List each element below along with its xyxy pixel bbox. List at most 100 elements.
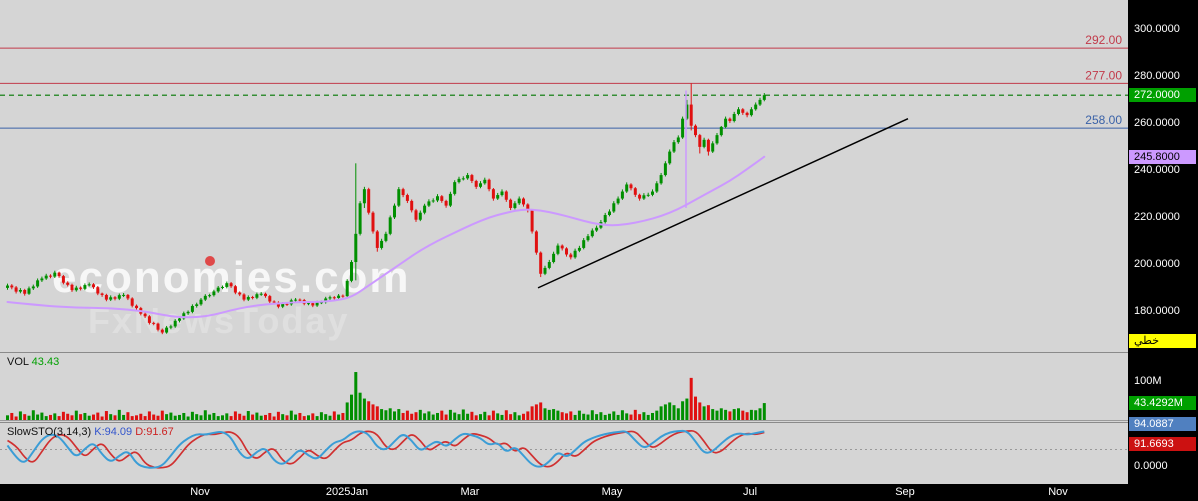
drawn-objects xyxy=(537,90,909,289)
volume-bar xyxy=(719,408,723,420)
stochastic-series xyxy=(0,429,1128,469)
candle-body xyxy=(655,183,659,192)
candle-body xyxy=(483,179,487,184)
volume-bar xyxy=(466,413,470,420)
volume-bar xyxy=(242,415,246,420)
volume-bar xyxy=(332,411,336,420)
level-price-label: 258.00 xyxy=(1085,113,1122,127)
candle-body xyxy=(749,109,753,116)
ma-curve xyxy=(6,155,766,319)
volume-bar xyxy=(577,410,581,420)
candle-body xyxy=(87,284,91,286)
candle-body xyxy=(117,295,121,299)
candle-body xyxy=(143,313,147,317)
candle-body xyxy=(195,304,199,306)
volume-bar xyxy=(337,414,341,420)
level-price-label: 292.00 xyxy=(1085,33,1122,47)
candle-body xyxy=(272,301,276,303)
volume-bar xyxy=(27,415,31,420)
candle-body xyxy=(216,287,220,292)
volume-bar xyxy=(556,410,560,420)
volume-indicator-label: VOL 43.43 xyxy=(7,356,59,368)
volume-bar xyxy=(208,414,212,420)
candle-body xyxy=(337,295,341,298)
volume-bar xyxy=(509,414,513,420)
volume-bar xyxy=(268,412,272,420)
candle-body xyxy=(100,293,104,295)
volume-bar xyxy=(225,413,229,420)
volume-bar xyxy=(238,413,242,420)
volume-bar xyxy=(40,412,44,420)
candle-body xyxy=(298,299,302,301)
candle-body xyxy=(586,236,590,241)
candle-body xyxy=(126,294,130,299)
time-axis-label: Jul xyxy=(742,486,758,498)
candle-body xyxy=(612,203,616,212)
volume-bar xyxy=(517,415,521,420)
candle-body xyxy=(74,287,78,291)
volume-bar xyxy=(294,414,298,420)
volume-bar xyxy=(74,410,78,420)
volume-bar xyxy=(629,414,633,420)
candle-body xyxy=(724,118,728,127)
volume-bar xyxy=(255,412,259,420)
volume-bar xyxy=(130,416,134,420)
volume-bar xyxy=(685,398,689,420)
candle-body xyxy=(178,318,181,321)
volume-bar xyxy=(53,413,57,420)
candle-body xyxy=(328,297,332,299)
candle-body xyxy=(345,280,349,297)
candle-body xyxy=(255,294,259,298)
candle-body xyxy=(70,284,74,291)
candle-body xyxy=(466,175,470,179)
candle-body xyxy=(603,215,607,223)
volume-bar xyxy=(362,398,366,420)
candlestick-series xyxy=(6,83,766,335)
candle-body xyxy=(405,195,409,201)
volume-bar xyxy=(216,416,220,420)
volume-bar xyxy=(754,410,758,420)
volume-bar xyxy=(109,414,113,420)
volume-bar xyxy=(534,404,538,420)
volume-bar xyxy=(681,401,685,420)
candle-body xyxy=(251,297,255,299)
candle-body xyxy=(92,284,95,288)
volume-bar xyxy=(410,413,414,420)
volume-bar xyxy=(173,415,177,420)
watermark-line2: FxNewsToday xyxy=(88,300,349,341)
logo-red-dot-icon xyxy=(205,256,215,266)
volume-bar xyxy=(289,410,293,420)
candle-body xyxy=(49,275,52,277)
volume-bar xyxy=(23,414,27,420)
candle-body xyxy=(221,286,224,288)
volume-bar xyxy=(530,406,534,420)
price-axis-tick: 260.0000 xyxy=(1134,117,1180,129)
candle-body xyxy=(676,137,680,143)
chart-canvas[interactable]: economies.com FxNewsToday 292.00 277.00 25… xyxy=(0,0,1128,484)
candle-body xyxy=(620,191,624,199)
volume-bar xyxy=(444,414,448,420)
level-price-label: 277.00 xyxy=(1085,68,1122,82)
candle-body xyxy=(745,112,749,116)
candle-body xyxy=(375,231,379,248)
volume-bar xyxy=(66,413,70,420)
candle-body xyxy=(608,211,611,216)
candle-body xyxy=(517,198,521,204)
time-axis-label: May xyxy=(601,486,623,498)
level-price-labels: 292.00 277.00 258.00 xyxy=(1085,33,1122,127)
candle-body xyxy=(341,295,345,297)
volume-bar xyxy=(638,414,642,420)
candle-body xyxy=(470,175,474,181)
price-axis-tick: 180.0000 xyxy=(1134,305,1180,317)
time-axis[interactable]: Nov 2025Jan Mar May Jul Sep Nov xyxy=(0,484,1198,501)
time-axis-label: Mar xyxy=(460,486,480,498)
candle-body xyxy=(268,296,272,302)
volume-bar xyxy=(431,414,435,420)
time-axis-label: Sep xyxy=(895,486,915,498)
price-axis[interactable]: 300.0000 280.0000 260.0000 240.0000 220.0000… xyxy=(1128,0,1198,484)
volume-bar xyxy=(388,408,392,420)
candle-body xyxy=(448,193,452,206)
volume-bar xyxy=(749,409,753,420)
candle-body xyxy=(689,104,693,126)
candle-body xyxy=(552,253,556,263)
